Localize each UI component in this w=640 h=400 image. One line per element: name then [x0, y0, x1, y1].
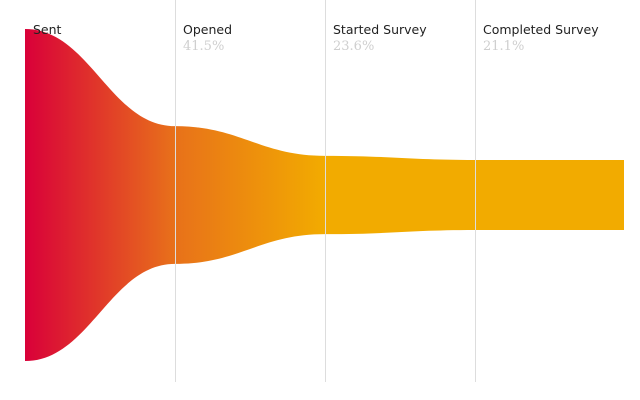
stage-label: Opened	[183, 22, 232, 37]
stage-percent: 21.1%	[483, 39, 524, 54]
stage-labels: Sent Opened 41.5% Started Survey 23.6% Comple…	[33, 22, 599, 54]
stage-percent: 41.5%	[183, 39, 224, 54]
stage-label: Completed Survey	[483, 22, 599, 37]
stage-label: Sent	[33, 22, 62, 37]
stage-dividers	[175, 0, 476, 382]
stage-label: Started Survey	[333, 22, 427, 37]
stage-percent: 23.6%	[333, 39, 374, 54]
funnel-shape	[25, 29, 624, 361]
